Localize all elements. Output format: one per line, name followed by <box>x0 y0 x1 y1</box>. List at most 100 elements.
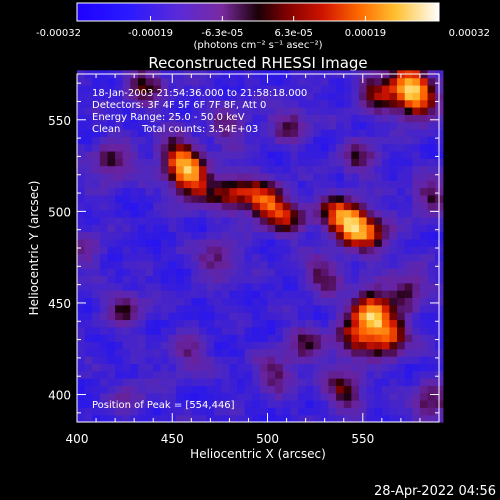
heatmap-cell <box>198 158 208 167</box>
colorbar-ticks: -0.00032 -0.00019 -6.3e-05 6.3e-05 0.00019 0.… <box>36 16 490 39</box>
heatmap-cell <box>313 165 322 174</box>
heatmap-cell <box>130 202 139 211</box>
heatmap-cell <box>351 275 360 284</box>
heatmap-cell <box>153 128 162 137</box>
heatmap-cell <box>275 77 284 86</box>
heatmap-cell <box>176 282 185 291</box>
heatmap-cell <box>374 77 383 86</box>
heatmap-cell <box>214 341 223 350</box>
heatmap-cell <box>122 114 131 123</box>
heatmap-cell <box>99 150 109 159</box>
heatmap-cell <box>305 363 314 372</box>
heatmap-cell <box>115 260 124 269</box>
heatmap-cell <box>221 150 231 159</box>
heatmap-cell <box>358 260 368 269</box>
heatmap-cell <box>99 356 109 364</box>
heatmap-cell <box>343 282 352 291</box>
heatmap-cell <box>343 319 352 328</box>
heatmap-cell <box>176 268 185 277</box>
heatmap-cell <box>267 304 276 313</box>
heatmap-cell <box>168 194 177 203</box>
heatmap-cell <box>328 246 337 255</box>
heatmap-cell <box>198 84 208 93</box>
heatmap-cell <box>145 290 154 299</box>
heatmap-cell <box>389 77 398 86</box>
heatmap-cell <box>290 385 299 394</box>
heatmap-cell <box>419 392 429 401</box>
heatmap-cell <box>130 136 139 145</box>
heatmap-cell <box>92 260 101 269</box>
heatmap-cell <box>282 121 291 130</box>
heatmap-cell <box>282 370 291 379</box>
heatmap-cell <box>176 172 185 181</box>
heatmap-cell <box>252 187 261 196</box>
heatmap-cell <box>229 348 238 357</box>
heatmap-cell <box>244 341 253 350</box>
heatmap-cell <box>122 253 131 262</box>
heatmap-cell <box>351 77 360 86</box>
heatmap-cell <box>145 158 154 167</box>
heatmap-cell <box>214 238 223 247</box>
heatmap-cell <box>198 282 208 291</box>
heatmap-cell <box>99 348 109 357</box>
heatmap-cell <box>84 385 93 394</box>
heatmap-cell <box>328 92 337 101</box>
heatmap-cell <box>160 356 170 364</box>
heatmap-cell <box>183 392 192 401</box>
heatmap-cell <box>336 224 345 233</box>
heatmap-cell <box>191 407 200 416</box>
heatmap-cell <box>214 84 223 93</box>
heatmap-cell <box>130 341 139 350</box>
heatmap-cell <box>206 187 215 196</box>
heatmap-cell <box>92 143 101 152</box>
heatmap-cell <box>153 165 162 174</box>
heatmap-cell <box>267 334 276 343</box>
heatmap-cell <box>259 172 269 181</box>
heatmap-cell <box>358 150 368 159</box>
heatmap-cell <box>191 92 200 101</box>
heatmap-cell <box>237 143 246 152</box>
heatmap-cell <box>336 348 345 357</box>
heatmap-cell <box>84 304 93 313</box>
heatmap-cell <box>145 202 154 211</box>
heatmap-cell <box>351 297 360 306</box>
heatmap-cell <box>351 165 360 174</box>
heatmap-cell <box>397 216 406 225</box>
heatmap-cell <box>389 143 398 152</box>
heatmap-cell <box>160 231 170 240</box>
heatmap-cell <box>374 128 383 137</box>
heatmap-cell <box>176 216 185 225</box>
heatmap-cell <box>412 392 421 401</box>
heatmap-cell <box>298 106 307 115</box>
heatmap-cell <box>244 136 253 145</box>
heatmap-cell <box>358 370 368 379</box>
heatmap-cell <box>84 253 93 262</box>
heatmap-cell <box>305 202 314 211</box>
heatmap-cell <box>381 121 391 130</box>
heatmap-cell <box>206 99 215 108</box>
heatmap-cell <box>374 312 383 321</box>
heatmap-cell <box>221 392 231 401</box>
heatmap-cell <box>206 253 215 262</box>
heatmap-cell <box>358 326 368 335</box>
heatmap-cell <box>130 378 139 386</box>
heatmap-cell <box>404 99 413 108</box>
heatmap-cell <box>389 282 398 291</box>
heatmap-cell <box>328 392 337 401</box>
heatmap-cell <box>153 312 162 321</box>
heatmap-cell <box>305 370 314 379</box>
heatmap-cell <box>252 378 261 386</box>
heatmap-cell <box>351 106 360 115</box>
heatmap-cell <box>252 312 261 321</box>
heatmap-cell <box>145 246 154 255</box>
heatmap-cell <box>92 114 101 123</box>
heatmap-cell <box>92 180 101 189</box>
heatmap-cell <box>145 326 154 335</box>
heatmap-cell <box>229 363 238 372</box>
heatmap-cell <box>229 158 238 167</box>
heatmap-cell <box>298 194 307 203</box>
heatmap-cell <box>137 268 147 277</box>
heatmap-cell <box>206 224 215 233</box>
heatmap-cell <box>168 268 177 277</box>
heatmap-cell <box>419 231 429 240</box>
